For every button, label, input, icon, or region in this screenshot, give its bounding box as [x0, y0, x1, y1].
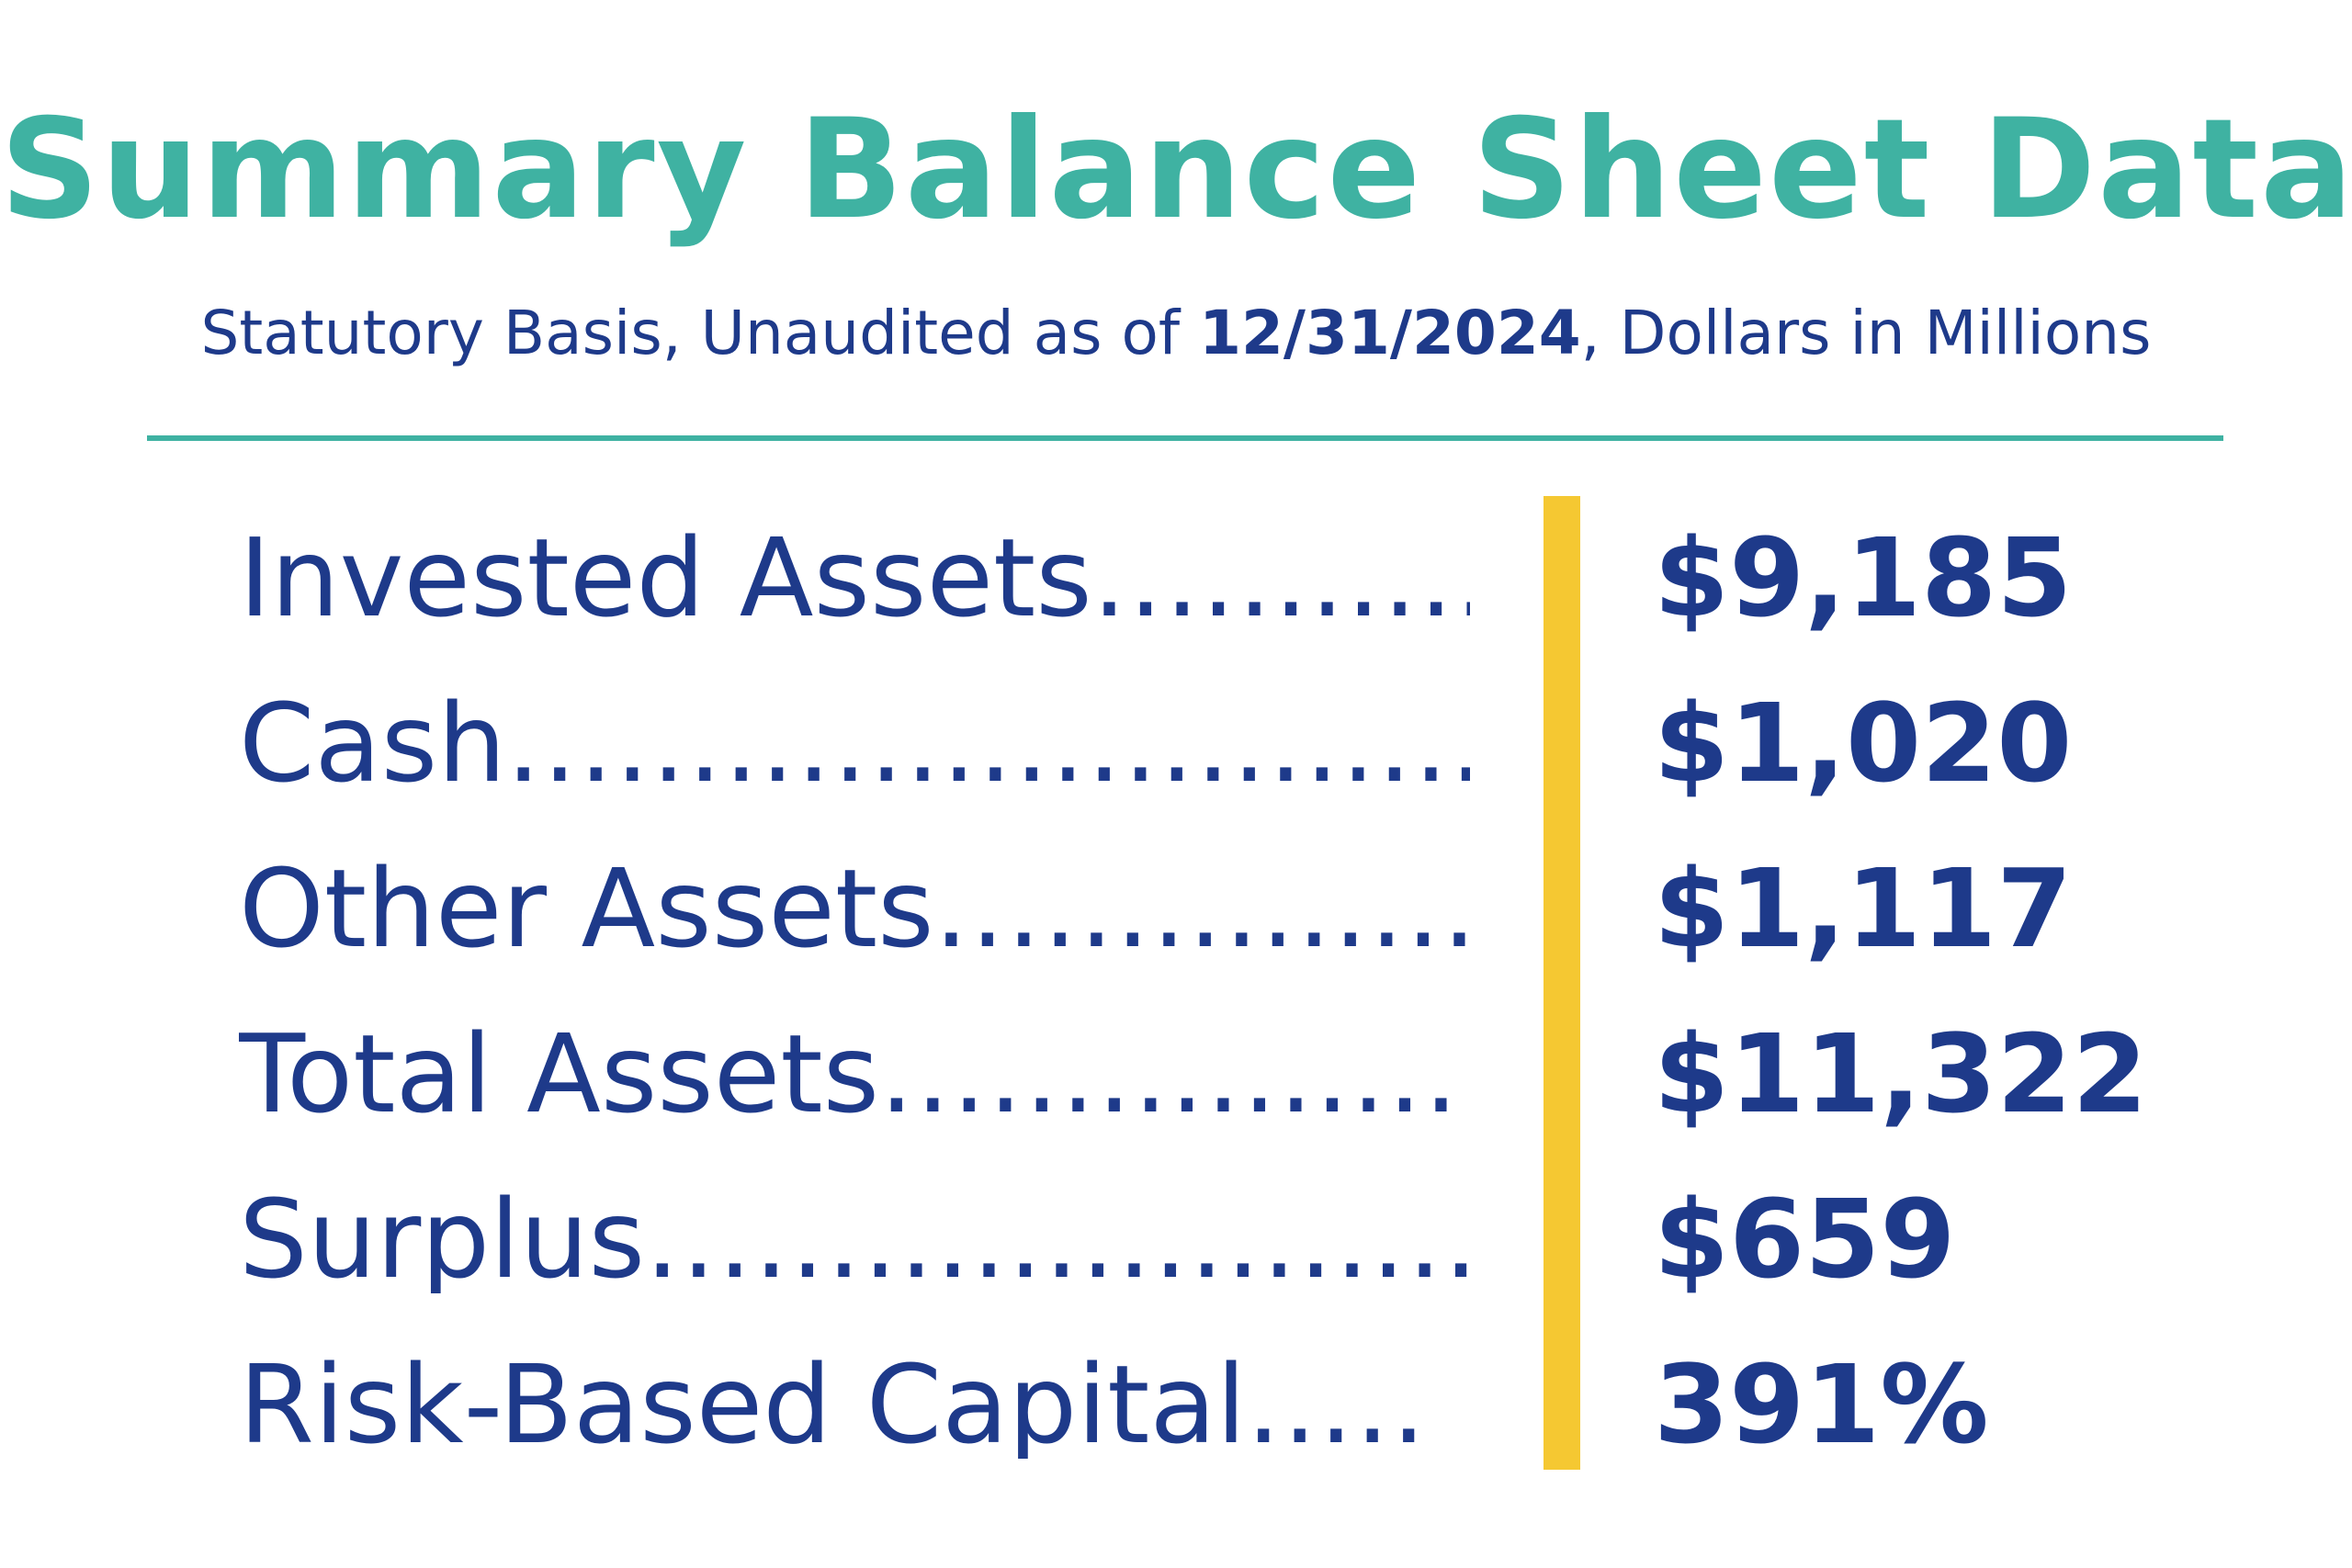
row-leader-dots: ...................................	[505, 689, 1470, 797]
row-surplus: Surplus.............................. $6…	[0, 1157, 2352, 1323]
row-label-text: Total Assets	[239, 1020, 880, 1128]
row-value: $659	[1654, 1176, 1956, 1303]
row-value: 391%	[1654, 1341, 1989, 1468]
row-label-text: Surplus	[239, 1185, 646, 1293]
row-cash: Cash................................... …	[0, 661, 2352, 827]
row-leader-dots: ..............	[1091, 524, 1470, 632]
row-label: Risk-Based Capital.....	[239, 1350, 1470, 1459]
subtitle-date: 12/31/2024	[1199, 298, 1581, 368]
subtitle-text-before: Statutory Basis, Unaudited as of	[200, 298, 1200, 368]
row-label: Cash...................................	[239, 689, 1470, 797]
row-label: Surplus..............................	[239, 1185, 1470, 1293]
page-title: Summary Balance Sheet Data	[0, 90, 2352, 250]
header-divider	[147, 435, 2223, 441]
accent-vertical-bar	[1544, 496, 1580, 1470]
row-label: Invested Assets..............	[239, 524, 1470, 632]
row-label-text: Cash	[239, 689, 506, 797]
row-value: $11,322	[1654, 1010, 2148, 1137]
page-subtitle: Statutory Basis, Unaudited as of 12/31/2…	[0, 303, 2352, 364]
row-total-assets: Total Assets.................... $11,322	[0, 992, 2352, 1157]
row-label-text: Invested Assets	[239, 524, 1092, 632]
row-label: Other Assets....................	[239, 854, 1470, 963]
row-leader-dots: ....................	[879, 1020, 1470, 1128]
row-value: $1,117	[1654, 845, 2073, 972]
row-label-text: Risk-Based Capital	[239, 1350, 1247, 1459]
subtitle-text-after: , Dollars in Millions	[1580, 298, 2152, 368]
row-invested-assets: Invested Assets.............. $9,185	[0, 496, 2352, 661]
row-leader-dots: .....	[1246, 1350, 1429, 1459]
row-value: $9,185	[1654, 514, 2073, 641]
row-label-text: Other Assets	[239, 854, 934, 963]
row-leader-dots: ..............................	[645, 1185, 1470, 1293]
row-risk-based-capital: Risk-Based Capital..... 391%	[0, 1323, 2352, 1488]
row-label: Total Assets....................	[239, 1020, 1470, 1128]
row-leader-dots: ....................	[933, 854, 1470, 963]
row-other-assets: Other Assets.................... $1,117	[0, 827, 2352, 992]
row-value: $1,020	[1654, 680, 2073, 807]
